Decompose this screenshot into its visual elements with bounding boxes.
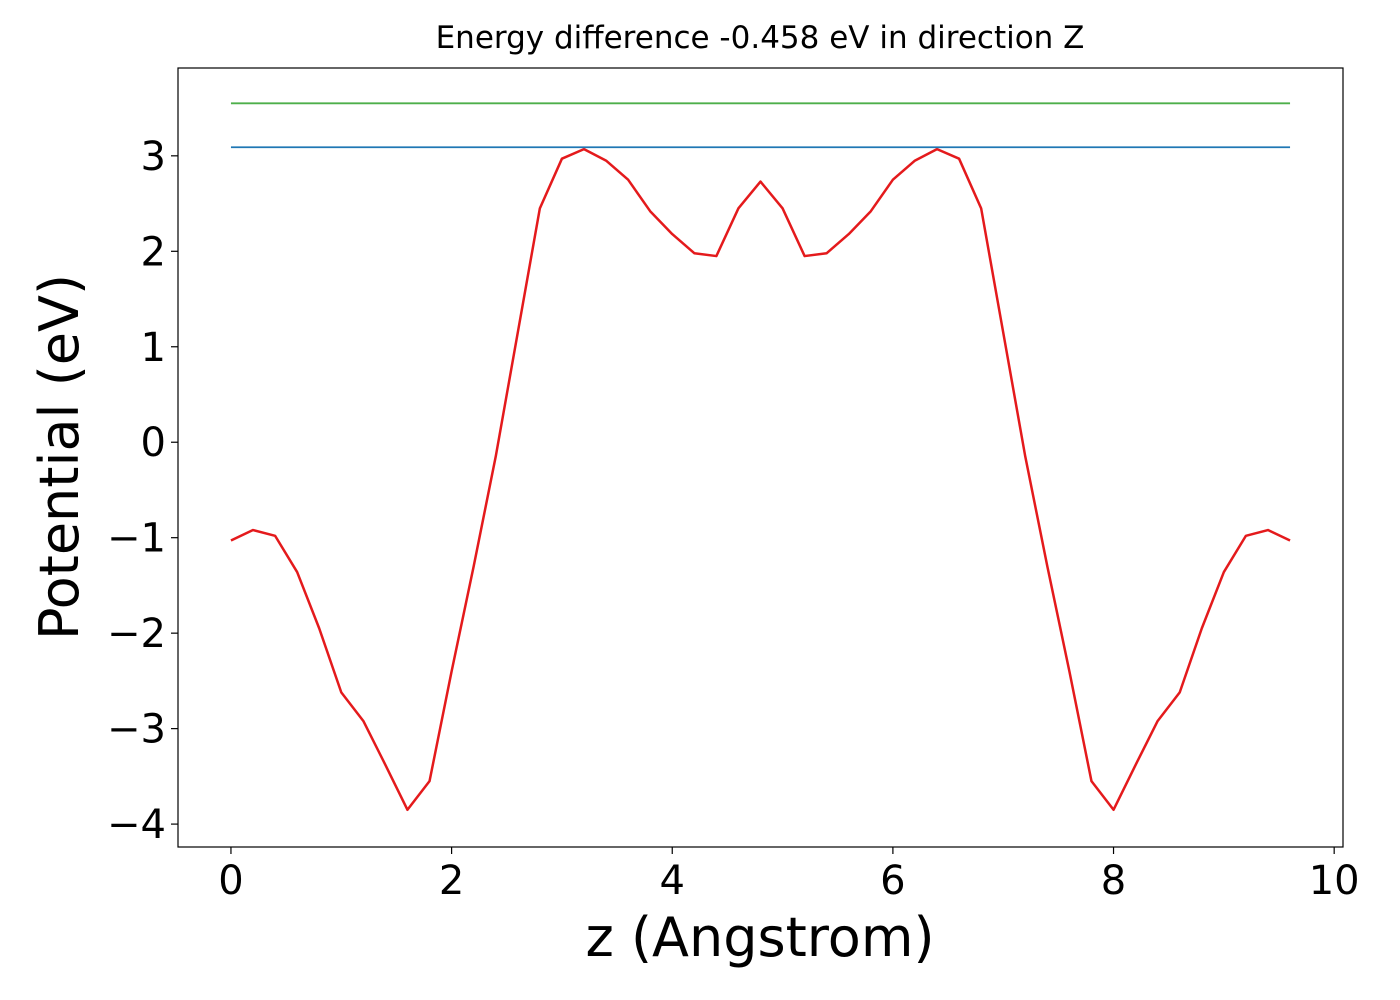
x-tick-label: 2 [439, 858, 464, 904]
x-tick-label: 4 [660, 858, 685, 904]
y-tick-label: −1 [107, 516, 166, 562]
plot-frame [177, 67, 1344, 848]
x-tick-label: 8 [1101, 858, 1126, 904]
x-tick-label: 0 [218, 858, 243, 904]
y-tick-label: −4 [107, 802, 166, 848]
series-line [230, 147, 1291, 812]
y-tick-label: 2 [141, 229, 166, 275]
x-tick-label: 6 [880, 858, 905, 904]
chart-title: Energy difference -0.458 eV in direction… [436, 20, 1085, 56]
x-tick-label: 10 [1309, 858, 1360, 904]
y-axis-label: Potential (eV) [28, 274, 91, 640]
y-tick-label: 3 [141, 134, 166, 180]
x-axis-label: z (Angstrom) [585, 906, 934, 969]
y-tick-label: −2 [107, 611, 166, 657]
y-tick-label: −3 [107, 707, 166, 753]
y-tick-label: 0 [141, 420, 166, 466]
y-tick-label: 1 [141, 325, 166, 371]
